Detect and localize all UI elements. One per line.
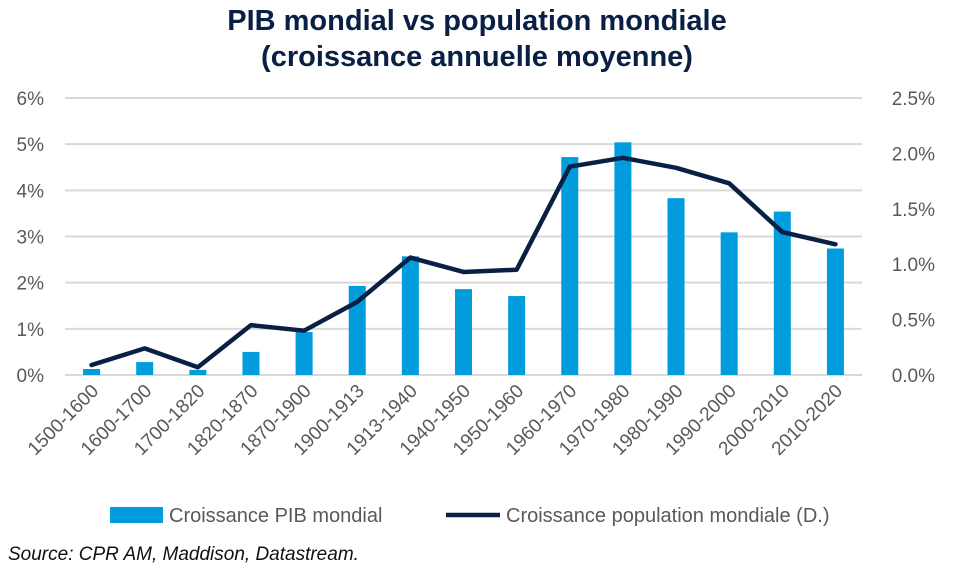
bar-1980-1990 bbox=[667, 198, 685, 375]
bar-1600-1700 bbox=[136, 362, 154, 375]
bar-2010-2020 bbox=[826, 248, 844, 375]
right-axis-tick: 1.5% bbox=[892, 200, 935, 221]
bar-1820-1870 bbox=[242, 351, 260, 375]
source-note: Source: CPR AM, Maddison, Datastream. bbox=[8, 544, 359, 565]
chart-title-line1: PIB mondial vs population mondiale bbox=[227, 5, 727, 37]
right-axis-tick: 2.0% bbox=[892, 144, 935, 165]
right-axis-tick: 0.5% bbox=[892, 311, 935, 332]
legend-line-label: Croissance population mondiale (D.) bbox=[506, 505, 830, 527]
bar-1700-1820 bbox=[189, 369, 207, 375]
right-axis-tick: 2.5% bbox=[892, 89, 935, 110]
bar-1960-1970 bbox=[561, 157, 579, 375]
left-axis-tick: 4% bbox=[17, 181, 45, 202]
bar-1950-1960 bbox=[508, 296, 526, 375]
chart-title-line2: (croissance annuelle moyenne) bbox=[261, 41, 693, 73]
bar-1870-1900 bbox=[295, 332, 313, 375]
right-axis-tick: 1.0% bbox=[892, 255, 935, 276]
left-axis-tick: 1% bbox=[17, 320, 45, 341]
bar-1913-1940 bbox=[401, 256, 419, 375]
bar-1940-1950 bbox=[455, 289, 472, 375]
bar-1990-2000 bbox=[720, 232, 738, 375]
left-axis-tick: 3% bbox=[17, 228, 45, 249]
left-axis-tick: 0% bbox=[17, 366, 45, 387]
legend-bar-swatch bbox=[110, 507, 163, 523]
bar-1500-1600 bbox=[83, 368, 101, 375]
legend-bar-label: Croissance PIB mondial bbox=[169, 505, 382, 527]
left-axis-tick: 5% bbox=[17, 135, 45, 156]
right-axis-tick: 0.0% bbox=[892, 366, 935, 387]
left-axis-tick: 6% bbox=[17, 89, 45, 110]
left-axis-tick: 2% bbox=[17, 274, 45, 295]
bar-1970-1980 bbox=[614, 142, 632, 375]
bar-2000-2010 bbox=[773, 211, 791, 375]
bar-1900-1913 bbox=[348, 285, 366, 375]
